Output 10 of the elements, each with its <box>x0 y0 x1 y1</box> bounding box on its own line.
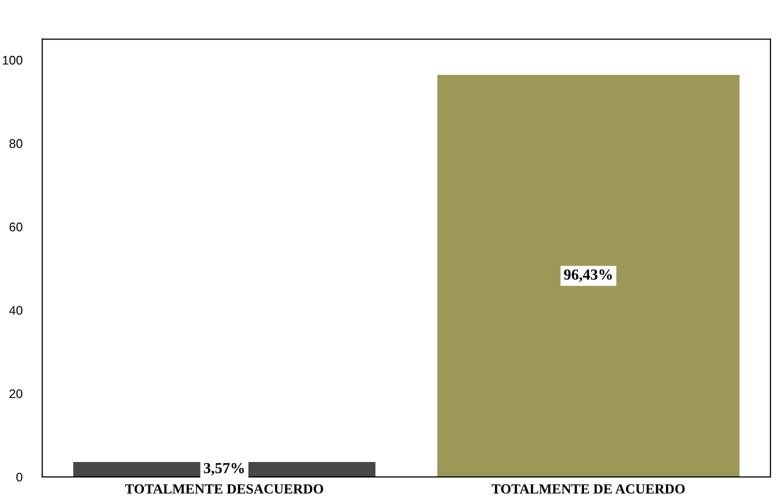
y-tick-label: 60 <box>10 222 22 232</box>
y-tick-label: 100 <box>2 56 22 65</box>
y-tick-label: 20 <box>10 389 22 398</box>
data-label: 96,43% <box>564 269 612 282</box>
x-tick-label: TOTALMENTE DESACUERDO <box>125 484 324 494</box>
y-tick-label: 40 <box>9 306 22 315</box>
data-label: 3,57% <box>204 462 244 476</box>
y-tick-label: 0 <box>16 472 22 482</box>
x-tick-label: TOTALMENTE DE ACUERDO <box>492 484 685 494</box>
y-tick-label: 80 <box>9 139 22 148</box>
